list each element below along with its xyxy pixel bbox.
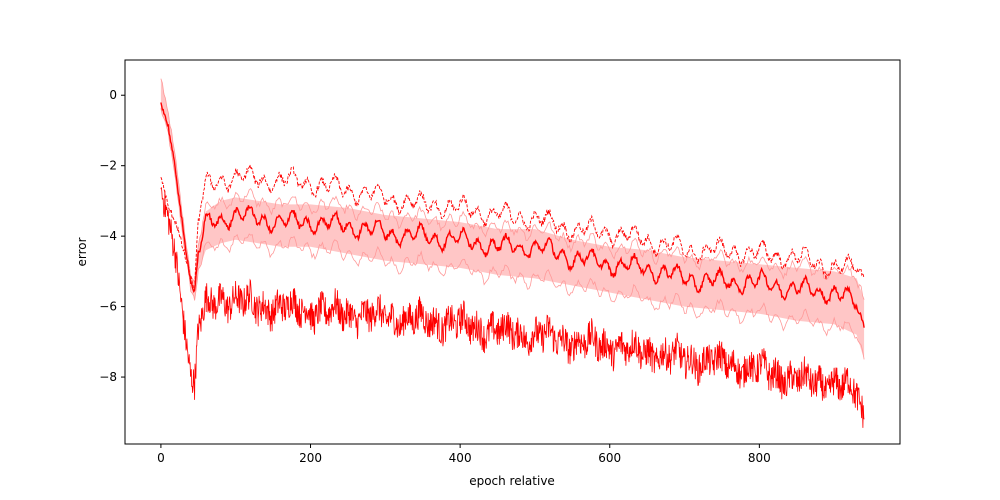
y-tick-label: −6 [99,300,117,314]
y-tick-label: −4 [99,229,117,243]
x-tick-label: 400 [449,451,472,465]
y-axis: −8 −6 −4 −2 0 [99,88,125,384]
y-axis-label: error [75,237,89,266]
x-tick-label: 200 [299,451,322,465]
band-lower-line [160,108,865,360]
x-axis: 0 200 400 600 800 [157,444,771,465]
plot-frame [124,59,901,445]
x-tick-label: 800 [748,451,771,465]
y-tick-label: −2 [99,159,117,173]
x-tick-label: 0 [157,451,165,465]
x-tick-label: 600 [598,451,621,465]
series-layer [160,77,865,428]
confidence-band [160,77,865,360]
x-axis-label: epoch relative [469,474,555,488]
mean-line [160,102,865,328]
y-tick-label: 0 [109,88,117,102]
minimum-line [160,187,865,428]
band-upper-line [160,78,865,300]
upper-dashed-line [160,164,865,292]
y-tick-label: −8 [99,370,117,384]
